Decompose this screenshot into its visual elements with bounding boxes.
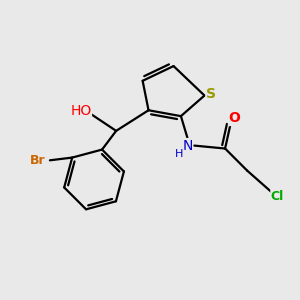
Text: Br: Br <box>30 154 46 167</box>
Text: S: S <box>206 87 216 101</box>
Text: O: O <box>229 112 240 125</box>
Text: N: N <box>182 139 193 153</box>
Text: Cl: Cl <box>271 190 284 203</box>
Text: HO: HO <box>70 104 92 118</box>
Text: H: H <box>175 149 184 159</box>
